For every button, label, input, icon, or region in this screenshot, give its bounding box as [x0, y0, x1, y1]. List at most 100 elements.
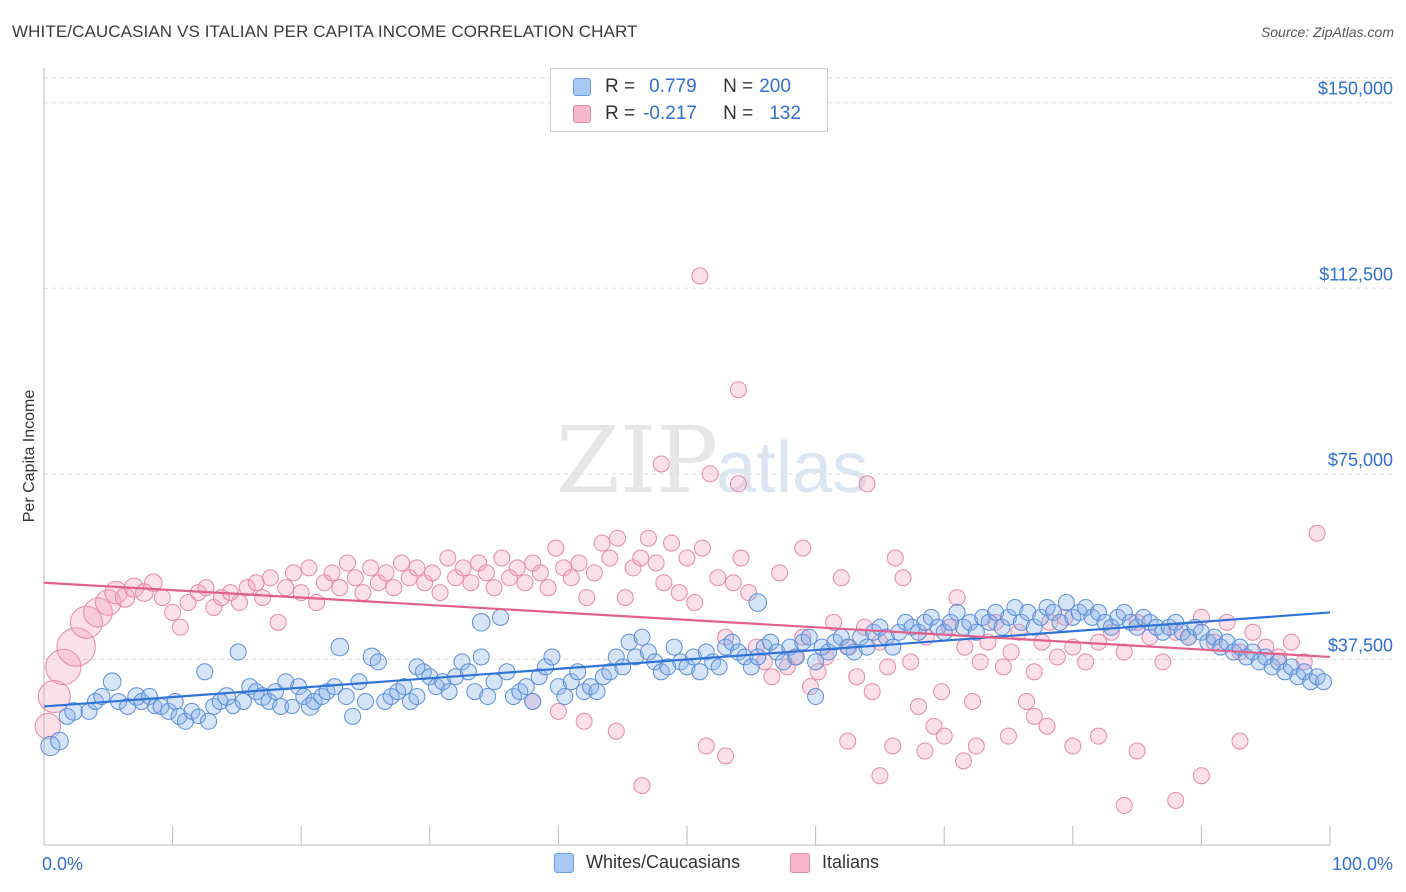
italian-point [609, 529, 627, 547]
white-point [987, 603, 1005, 621]
white-point [1205, 628, 1223, 646]
italian-point [709, 569, 727, 587]
italian-point [277, 579, 295, 597]
y-tick-label: $112,500 [1319, 264, 1393, 284]
white-point [723, 633, 741, 651]
legend-item-italians[interactable]: Italians [790, 852, 879, 873]
white-point [524, 692, 542, 710]
italian-point [693, 539, 711, 557]
italian-point [686, 594, 704, 612]
white-point [102, 672, 122, 692]
white-point [272, 697, 290, 715]
italian-point [933, 683, 951, 701]
italian-point [1064, 737, 1082, 755]
white-point [942, 613, 960, 631]
y-tick-label: $75,000 [1328, 450, 1393, 470]
italian-point [56, 627, 96, 667]
white-point [884, 638, 902, 656]
italian-point [697, 737, 715, 755]
italian-point [967, 737, 985, 755]
italian-point [652, 455, 670, 473]
italian-point [794, 539, 812, 557]
italian-point [994, 658, 1012, 676]
white-point [922, 608, 940, 626]
italian-point [354, 584, 372, 602]
italian-point [549, 702, 567, 720]
white-point [1000, 608, 1017, 626]
italian-point [1128, 742, 1146, 760]
white-point [1180, 628, 1198, 646]
italian-point [431, 584, 449, 602]
white-point [395, 678, 413, 696]
white-point [742, 658, 760, 676]
chart-source: Source: ZipAtlas.com [1260, 24, 1394, 40]
legend-swatch-whites [554, 852, 574, 873]
legend-n-label: N = [723, 103, 754, 124]
italian-point [547, 539, 565, 557]
tick-labels: $37,500 $75,000 $112,500 $150,000 0.0% 100.0% [42, 79, 1393, 874]
white-point [200, 712, 218, 730]
legend-row-italians: R = -0.217 N = 132 [573, 102, 801, 126]
white-point [440, 683, 458, 701]
italian-point [1018, 692, 1036, 710]
white-point [196, 663, 214, 681]
italian-point [729, 475, 747, 493]
italian-point [254, 589, 272, 607]
white-point [1077, 598, 1095, 616]
white-point [40, 735, 61, 757]
white-point [344, 707, 362, 725]
white-point [330, 637, 350, 657]
white-point [459, 663, 477, 681]
white-point [774, 653, 792, 671]
italian-point [1038, 717, 1056, 735]
italian-point [858, 475, 876, 493]
italian-point [269, 613, 287, 631]
white-point [948, 603, 966, 621]
white-point [229, 643, 247, 661]
legend-r-value-whites: 0.779 [649, 76, 697, 97]
italian-point [153, 589, 171, 607]
italian-point [886, 549, 904, 567]
italian-point [848, 668, 866, 686]
italian-point [508, 559, 526, 577]
italian-point [485, 579, 503, 597]
italian-point [1282, 633, 1300, 651]
legend-item-whites[interactable]: Whites/Caucasians [554, 852, 740, 873]
italian-point [570, 554, 588, 572]
white-point [530, 668, 548, 686]
italian-point [633, 777, 651, 795]
legend-n-label: N = [723, 76, 754, 97]
white-point [807, 688, 825, 706]
chart-title: WHITE/CAUCASIAN VS ITALIAN PER CAPITA IN… [12, 22, 638, 41]
axes [43, 68, 1331, 846]
white-point [357, 692, 374, 710]
italian-point [663, 534, 681, 552]
italian-point [894, 569, 912, 587]
white-point [479, 688, 497, 706]
italian-point [408, 559, 426, 577]
white-point [1019, 603, 1037, 621]
italian-point [144, 573, 163, 593]
legend-r-value-italians: -0.217 [643, 103, 697, 124]
white-point [453, 653, 471, 671]
white-point [1012, 613, 1030, 631]
italian-point [884, 737, 902, 755]
white-point [980, 613, 998, 631]
white-point [627, 648, 645, 666]
white-point [1192, 623, 1210, 641]
legend-n-value-whites: 200 [759, 76, 791, 97]
italian-point [1141, 628, 1159, 646]
italian-point [331, 579, 349, 597]
correlation-legend: R = 0.779 N = 200 R = -0.217 N = 132 [550, 68, 828, 132]
y-axis-label: Per Capita Income [21, 390, 38, 523]
legend-r-label: R = [605, 76, 636, 97]
italian-point [1000, 727, 1017, 745]
white-point [64, 702, 83, 721]
legend-label-italians: Italians [822, 852, 880, 872]
white-point [337, 688, 355, 706]
italian-point [1115, 796, 1133, 814]
white-point [1032, 608, 1050, 626]
white-point [1090, 603, 1108, 621]
italian-point [1295, 653, 1313, 671]
white-point [1282, 658, 1300, 676]
